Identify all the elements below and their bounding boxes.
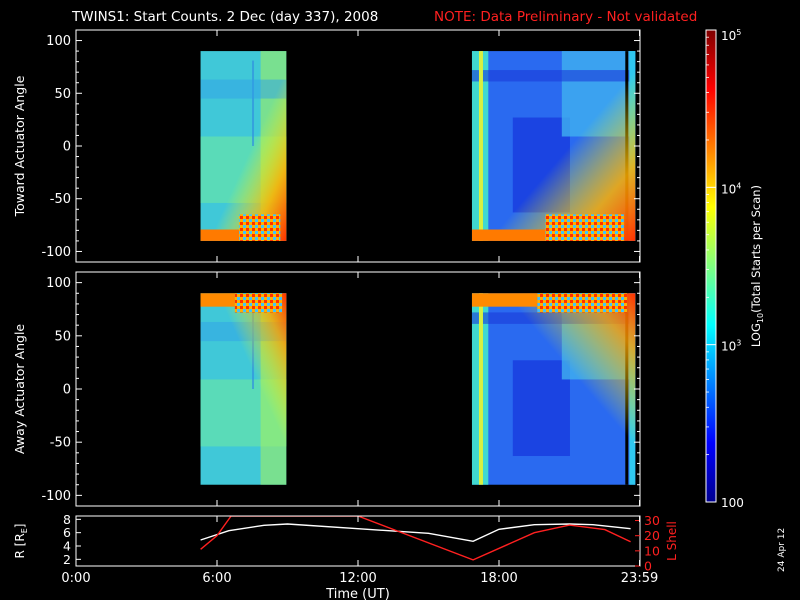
x-axis-label: Time (UT) (325, 587, 390, 600)
y-tick-label: 2 (63, 552, 71, 567)
y-tick-label: -100 (41, 245, 71, 260)
y-tick-label: 50 (54, 87, 71, 102)
date-stamp: 24 Apr 12 (777, 528, 787, 572)
y-tick-label: -50 (50, 436, 71, 451)
y-tick-label: -100 (41, 489, 71, 504)
y2-axis-label: L Shell (665, 521, 679, 561)
y2-tick-label: 20 (644, 528, 660, 543)
preliminary-note: NOTE: Data Preliminary - Not validated (434, 9, 697, 25)
y-tick-label: -50 (50, 192, 71, 207)
y-tick-label: 0 (63, 383, 71, 398)
y-tick-label: 50 (54, 329, 71, 344)
y-axis-label: Away Actuator Angle (12, 324, 27, 455)
colorbar-tick-label: 100 (721, 496, 744, 510)
y-tick-label: 4 (63, 539, 71, 554)
radius-series-line (200, 523, 631, 543)
chart-title: TWINS1: Start Counts. 2 Dec (day 337), 2… (71, 9, 378, 25)
heatmap-block (471, 51, 636, 241)
colorbar-tick-label: 105 (721, 28, 741, 43)
away-heatmap-panel: 100 50 0 -50 -100 Away Actuator Angle (12, 271, 641, 507)
y-tick-label: 0 (63, 140, 71, 155)
colorbar-tick-label: 104 (721, 181, 741, 196)
colorbar-scale (705, 29, 717, 503)
colorbar-ticks: 100 103 104 105 (706, 28, 744, 510)
panel-frame (75, 515, 641, 567)
x-tick-label: 0:00 (61, 571, 90, 586)
heatmap-block (200, 293, 287, 485)
colorbar-label: LOG10(Total Starts per Scan) (749, 185, 765, 347)
y2-tick-label: 0 (644, 559, 652, 574)
heatmap-block (200, 51, 287, 241)
x-tick-label: 23:59 (621, 571, 658, 586)
colorbar-tick-label: 103 (721, 339, 741, 354)
y-tick-label: 8 (63, 512, 71, 527)
y2-tick-label: 10 (644, 543, 660, 558)
y-tick-label: 100 (46, 34, 71, 49)
y-tick-label: 6 (63, 525, 71, 540)
x-tick-label: 6:00 (202, 571, 231, 586)
y-axis-label: Toward Actuator Angle (12, 75, 27, 217)
y-tick-label: 100 (46, 276, 71, 291)
x-tick-label: 18:00 (480, 571, 517, 586)
heatmap-block (471, 293, 636, 485)
y-axis-label: R [RE] (13, 524, 29, 559)
colorbar: 100 103 104 105 LOG10(Total Starts per Scan… (705, 28, 765, 510)
lshell-series-line (200, 516, 631, 561)
x-tick-label: 12:00 (339, 571, 376, 586)
y2-tick-label: 30 (644, 513, 660, 528)
toward-heatmap-panel: 100 50 0 -50 -100 Toward Actuator Angle (12, 29, 641, 263)
